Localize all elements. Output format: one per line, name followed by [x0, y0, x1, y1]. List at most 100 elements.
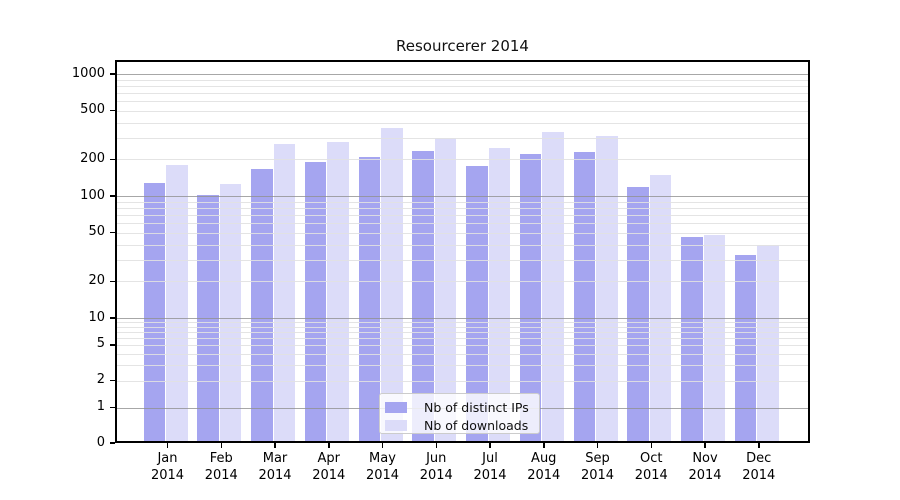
- gridline-minor: [115, 344, 810, 346]
- x-tick-label: May 2014: [365, 451, 400, 483]
- gridline-minor: [115, 244, 810, 246]
- gridline-minor: [115, 101, 810, 103]
- x-tick-mark: [543, 443, 545, 448]
- y-tick-label: 5: [96, 336, 105, 352]
- y-tick-mark: [110, 195, 115, 197]
- y-tick-mark: [110, 158, 115, 161]
- x-tick-label: Jun 2014: [419, 451, 453, 483]
- x-tick-mark: [489, 443, 491, 448]
- gridline-minor: [115, 353, 810, 355]
- bar-downloads-nov: [703, 234, 725, 443]
- legend: Nb of distinct IPs Nb of downloads: [379, 393, 540, 434]
- legend-label-downloads: Nb of downloads: [424, 417, 529, 433]
- legend-row-distinct-ips: Nb of distinct IPs: [380, 399, 539, 415]
- gridline-major: [115, 196, 810, 197]
- x-tick-label: Jan 2014: [150, 451, 185, 483]
- bar-downloads-jan: [166, 164, 188, 443]
- gridline-minor: [115, 337, 810, 339]
- bar-distinct-ips-jul: [466, 166, 488, 443]
- x-tick-mark: [166, 443, 169, 448]
- gridline-minor: [115, 207, 810, 209]
- gridline-minor: [115, 92, 810, 94]
- gridline-minor: [115, 326, 810, 328]
- bar-distinct-ips-apr: [304, 162, 327, 443]
- legend-swatch-distinct-ips: [385, 401, 407, 413]
- legend-label-distinct-ips: Nb of distinct IPs: [424, 399, 529, 415]
- y-tick-mark: [110, 379, 115, 382]
- gridline-minor: [115, 159, 810, 161]
- bar-downloads-mar: [273, 144, 295, 443]
- gridline-minor: [115, 223, 810, 225]
- x-tick-label: Oct 2014: [634, 451, 668, 483]
- gridline-minor: [115, 322, 810, 324]
- bar-distinct-ips-jan: [143, 182, 165, 443]
- plot-area: [115, 60, 810, 443]
- y-tick-label: 2: [96, 372, 105, 388]
- x-tick-mark: [328, 443, 330, 448]
- bar-distinct-ips-dec: [734, 254, 757, 443]
- y-tick-label: 50: [88, 224, 105, 240]
- bar-downloads-sep: [596, 136, 618, 443]
- bar-distinct-ips-nov: [681, 237, 703, 443]
- bar-distinct-ips-may: [358, 156, 380, 443]
- bar-downloads-jul: [488, 147, 510, 443]
- y-tick-mark: [110, 280, 115, 283]
- y-tick-mark: [110, 442, 115, 444]
- gridline-major: [115, 74, 810, 75]
- bar-downloads-feb: [219, 183, 242, 443]
- x-tick-label: Mar 2014: [258, 451, 292, 483]
- bar-distinct-ips-sep: [573, 152, 595, 443]
- gridline-minor: [115, 331, 810, 333]
- bar-downloads-dec: [757, 244, 779, 443]
- x-tick-label: Jul 2014: [473, 451, 507, 483]
- chart-title: Resourcerer 2014: [396, 37, 529, 55]
- gridline-minor: [115, 259, 810, 261]
- x-tick-label: Apr 2014: [312, 451, 346, 483]
- x-tick-mark: [274, 443, 276, 448]
- x-tick-label: Sep 2014: [580, 451, 615, 483]
- y-tick-mark: [110, 317, 115, 319]
- x-tick-label: Dec 2014: [742, 451, 776, 483]
- x-tick-label: Nov 2014: [688, 451, 722, 483]
- x-tick-mark: [650, 443, 652, 448]
- y-tick-label: 20: [88, 272, 105, 288]
- x-tick-mark: [435, 443, 437, 448]
- y-tick-mark: [110, 231, 115, 234]
- y-tick-label: 10: [88, 309, 105, 325]
- y-tick-label: 200: [80, 150, 105, 166]
- x-tick-mark: [704, 443, 706, 448]
- bar-downloads-jun: [434, 137, 457, 443]
- y-tick-label: 500: [80, 102, 105, 118]
- gridline-minor: [115, 214, 810, 216]
- y-tick-label: 0: [96, 434, 105, 450]
- x-tick-mark: [758, 443, 760, 448]
- gridline-minor: [115, 85, 810, 87]
- gridline-minor: [115, 364, 810, 366]
- gridline-minor: [115, 201, 810, 203]
- x-tick-mark: [596, 443, 599, 448]
- gridline-minor: [115, 281, 810, 283]
- gridline-minor: [115, 232, 810, 234]
- x-tick-mark: [381, 443, 384, 448]
- x-tick-mark: [220, 443, 222, 448]
- bar-downloads-aug: [542, 131, 564, 443]
- gridline-minor: [115, 122, 810, 124]
- y-tick-mark: [110, 344, 115, 346]
- bar-downloads-may: [381, 128, 403, 443]
- bar-downloads-oct: [649, 174, 672, 443]
- y-tick-label: 1: [96, 399, 105, 414]
- x-tick-label: Feb 2014: [204, 451, 238, 483]
- bar-downloads-apr: [327, 141, 349, 443]
- gridline-minor: [115, 79, 810, 81]
- bar-distinct-ips-oct: [627, 187, 649, 443]
- y-tick-mark: [110, 73, 115, 75]
- legend-swatch-downloads: [385, 419, 407, 431]
- gridline-minor: [115, 380, 810, 382]
- x-tick-label: Aug 2014: [527, 451, 561, 483]
- y-tick-mark: [110, 406, 115, 409]
- bar-distinct-ips-aug: [519, 154, 542, 443]
- y-tick-mark: [110, 109, 115, 112]
- y-tick-label: 100: [80, 187, 105, 203]
- y-tick-label: 1000: [71, 65, 105, 81]
